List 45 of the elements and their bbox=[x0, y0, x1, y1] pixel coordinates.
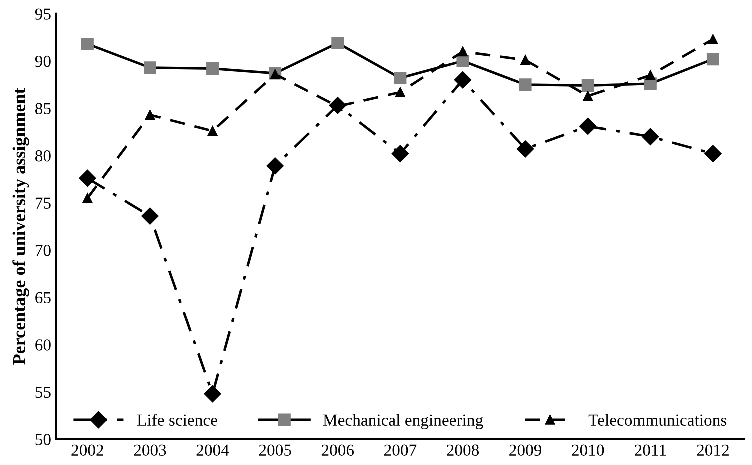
point bbox=[454, 72, 472, 89]
x-tick-label: 2010 bbox=[572, 444, 604, 456]
point bbox=[583, 91, 593, 102]
x-tick-label: 2005 bbox=[259, 444, 292, 456]
y-tick-label: 55 bbox=[36, 387, 51, 398]
point bbox=[82, 193, 93, 204]
legend-label: Life science bbox=[138, 414, 218, 426]
x-tick-label: 2002 bbox=[72, 444, 104, 456]
point bbox=[580, 118, 597, 136]
x-tick-label: 2006 bbox=[322, 444, 354, 456]
x-tick-label: 2011 bbox=[635, 444, 666, 456]
point bbox=[392, 145, 409, 162]
point bbox=[704, 145, 722, 162]
y-tick-label: 80 bbox=[36, 150, 51, 162]
point bbox=[708, 34, 718, 44]
x-tick-label: 2003 bbox=[134, 444, 166, 456]
y-axis-title: Percentage of university assignment bbox=[12, 88, 30, 365]
point bbox=[79, 170, 96, 188]
y-tick-label: 60 bbox=[36, 340, 51, 351]
y-tick-label: 90 bbox=[35, 56, 51, 68]
x-tick-label: 2004 bbox=[196, 444, 230, 456]
point bbox=[270, 70, 280, 80]
x-tick-label: 2012 bbox=[697, 444, 729, 456]
point bbox=[208, 126, 218, 136]
y-tick-label: 85 bbox=[36, 103, 51, 114]
y-tick-label: 50 bbox=[36, 434, 51, 446]
y-tick-label: 95 bbox=[35, 8, 51, 20]
x-tick-label: 2008 bbox=[447, 444, 480, 456]
point bbox=[142, 208, 159, 225]
point bbox=[204, 385, 222, 403]
point bbox=[520, 55, 530, 66]
legend-label: Telecommunications bbox=[588, 414, 727, 426]
y-tick-label: 75 bbox=[36, 198, 51, 209]
x-tick-label: 2009 bbox=[510, 444, 542, 456]
point bbox=[266, 158, 284, 175]
point bbox=[642, 128, 660, 146]
y-tick-label: 70 bbox=[36, 245, 51, 256]
point bbox=[396, 88, 406, 98]
x-tick-label: 2007 bbox=[384, 444, 417, 456]
point bbox=[646, 70, 656, 80]
point bbox=[145, 110, 156, 120]
point bbox=[458, 46, 468, 57]
y-tick-label: 65 bbox=[36, 292, 51, 304]
point bbox=[516, 140, 534, 158]
legend-label: Mechanical engineering bbox=[323, 414, 484, 430]
